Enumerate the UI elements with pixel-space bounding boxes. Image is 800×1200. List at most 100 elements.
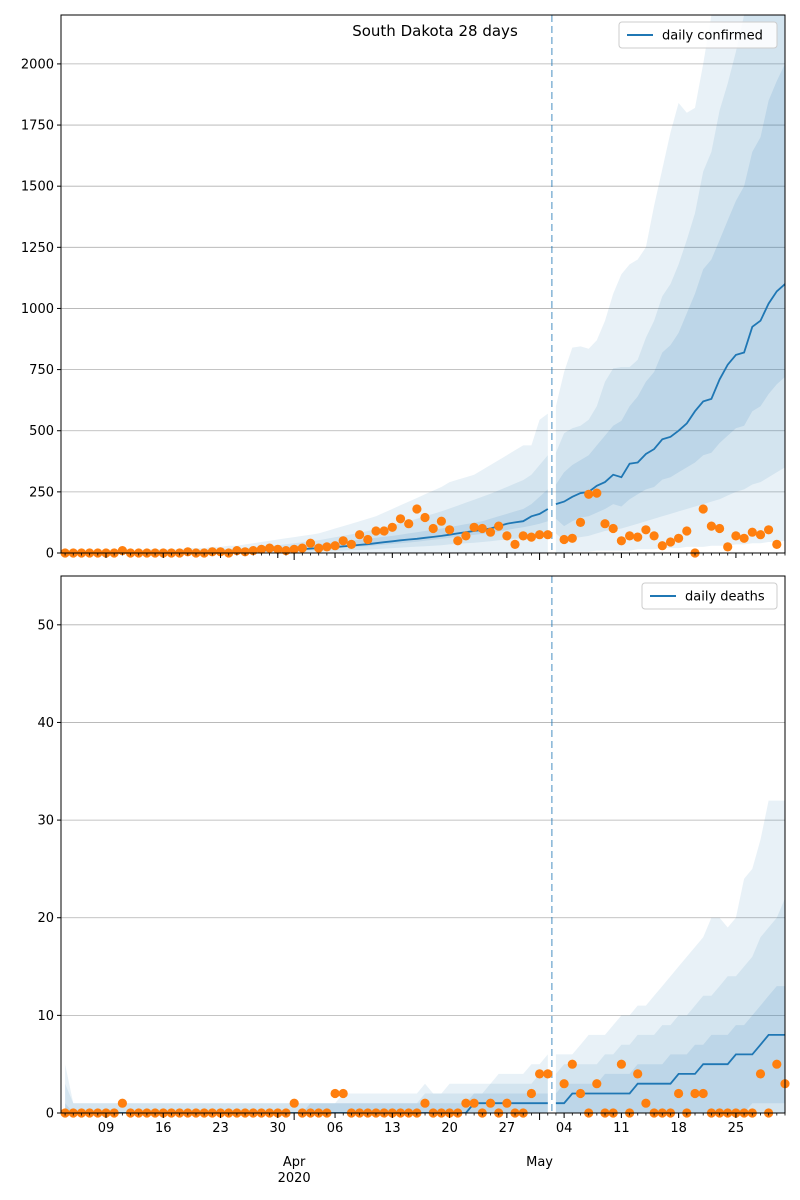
confirmed-observed-point <box>428 523 438 534</box>
deaths-observed-point <box>633 1069 643 1079</box>
deaths-band-2 <box>555 986 785 1113</box>
deaths-observed-point <box>502 1098 512 1108</box>
confirmed-y-ticks: 0 250 500 750 1000 1250 1500 1750 2000 <box>21 57 61 562</box>
confirmed-observed-point <box>485 527 496 537</box>
confirmed-x-ticks <box>64 553 786 560</box>
deaths-ytick-label: 40 <box>37 716 54 731</box>
confirmed-observed-point <box>625 531 635 541</box>
confirmed-observed-point <box>764 525 774 535</box>
confirmed-observed-point <box>715 523 725 534</box>
deaths-median-segment-1 <box>555 1034 785 1105</box>
deaths-band-1 <box>555 898 785 1113</box>
confirmed-observed-point <box>739 533 749 543</box>
confirmed-observed-point <box>338 536 348 546</box>
confirmed-observed-point <box>584 489 594 499</box>
confirmed-observed-point <box>477 523 487 534</box>
confirmed-observed-point <box>256 544 266 554</box>
deaths-ytick-label: 20 <box>37 911 54 926</box>
confirmed-observed-point <box>207 547 217 557</box>
confirmed-observed-point <box>273 544 283 554</box>
confirmed-observed-point <box>494 521 504 531</box>
confirmed-observed-point <box>469 522 479 532</box>
confirmed-observed-point <box>706 521 717 531</box>
confirmed-observed-point <box>346 539 356 550</box>
confirmed-observed-point <box>592 488 602 498</box>
confirmed-observed-point <box>731 531 741 541</box>
confirmed-observed-point <box>616 536 627 546</box>
confirmed-observed-point <box>526 532 537 542</box>
confirmed-observed-point <box>698 504 708 514</box>
deaths-band-2 <box>65 1093 548 1113</box>
confirmed-legend-box <box>618 21 778 49</box>
deaths-observed-point <box>567 1059 577 1069</box>
confirmed-band-0 <box>555 15 785 553</box>
confirmed-observed-point <box>183 547 193 557</box>
confirmed-observed-point <box>665 537 676 547</box>
confirmed-ytick-label: 250 <box>29 485 54 500</box>
confirmed-observed-point <box>641 525 651 535</box>
confirmed-observed-point <box>445 525 455 535</box>
confirmed-observed-point <box>436 516 446 526</box>
xtick-label: 11 <box>613 1121 630 1136</box>
confirmed-observed-point <box>518 531 528 541</box>
confirmed-observed-point <box>355 530 365 540</box>
confirmed-ytick-label: 0 <box>46 547 54 562</box>
deaths-observed-point <box>755 1069 766 1079</box>
deaths-ytick-label: 50 <box>37 618 54 633</box>
xtick-label: 09 <box>98 1121 115 1136</box>
deaths-legend-label: daily deaths <box>685 590 765 605</box>
xtick-label: 18 <box>670 1121 687 1136</box>
deaths-observed-point <box>289 1098 299 1108</box>
confirmed-observed-point <box>649 531 659 541</box>
deaths-observed-point <box>559 1079 569 1089</box>
xtick-label: 04 <box>556 1121 573 1136</box>
confirmed-observed-point <box>412 504 422 514</box>
deaths-plot-frame <box>60 575 786 1114</box>
deaths-band-0 <box>65 1054 548 1113</box>
confirmed-band-2 <box>555 63 785 527</box>
deaths-observed-point <box>526 1088 537 1099</box>
confirmed-observed-point <box>575 517 586 528</box>
confirmed-observed-point <box>600 519 610 529</box>
confirmed-observed-points <box>60 488 782 558</box>
confirmed-observed-point <box>322 542 332 552</box>
confirmed-observed-point <box>502 531 512 541</box>
deaths-ytick-label: 30 <box>37 814 54 829</box>
confirmed-ytick-label: 2000 <box>21 57 54 72</box>
deaths-observed-point <box>592 1079 602 1089</box>
xtick-label: 30 <box>270 1121 287 1136</box>
xtick-label: 06 <box>327 1121 344 1136</box>
confirmed-legend: daily confirmed <box>618 21 778 49</box>
deaths-observed-point <box>698 1088 708 1099</box>
confirmed-observed-point <box>265 543 275 553</box>
xtick-label: 13 <box>384 1121 401 1136</box>
confirmed-observed-point <box>330 541 340 551</box>
deaths-legend-box <box>641 582 778 610</box>
confirmed-band-1 <box>65 455 548 553</box>
confirmed-observed-point <box>674 533 684 543</box>
deaths-gridlines <box>61 624 785 1016</box>
confirmed-legend-label: daily confirmed <box>662 29 763 44</box>
confirmed-observed-point <box>535 530 545 540</box>
xtick-label: 25 <box>728 1121 745 1136</box>
deaths-observed-point <box>575 1088 586 1099</box>
confirmed-observed-point <box>314 543 324 553</box>
confirmed-observed-point <box>289 544 299 554</box>
confirmed-gridlines <box>61 63 785 493</box>
confirmed-plot-frame <box>60 14 786 554</box>
deaths-observed-point <box>616 1059 627 1069</box>
deaths-observed-point <box>690 1088 700 1099</box>
deaths-observed-point <box>461 1098 471 1108</box>
deaths-ytick-label: 10 <box>37 1009 54 1024</box>
confirmed-observed-point <box>240 547 250 557</box>
deaths-observed-point <box>330 1088 340 1099</box>
xtick-label: 27 <box>499 1121 516 1136</box>
deaths-observed-point <box>117 1098 127 1108</box>
confirmed-ytick-label: 1500 <box>21 180 54 195</box>
confirmed-observed-point <box>453 536 463 546</box>
confirmed-panel: 0 250 500 750 1000 1250 1500 1750 2000 South Dak… <box>21 14 786 562</box>
confirmed-observed-point <box>395 514 406 524</box>
month-label: Apr <box>283 1155 306 1170</box>
deaths-observed-point <box>772 1059 782 1069</box>
